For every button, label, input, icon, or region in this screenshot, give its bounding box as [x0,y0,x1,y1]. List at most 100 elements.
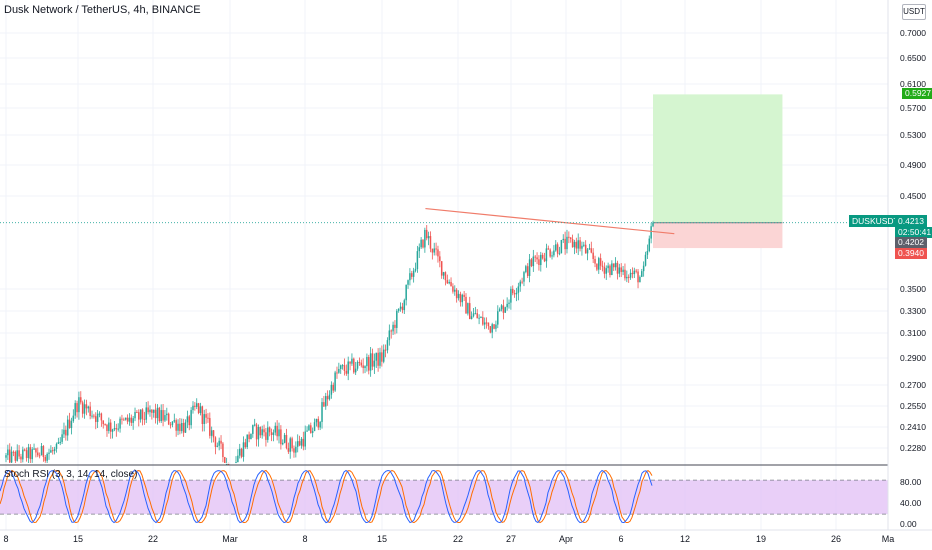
candle-body [207,417,209,419]
candle-body [113,428,116,430]
candle-body [302,438,305,447]
candle-body [63,429,65,435]
candle-body [407,280,409,285]
candle-body [70,421,73,429]
candle-body [214,437,217,447]
candle-body [160,410,162,422]
candle-body [534,256,536,258]
candle-body [59,441,61,443]
candle-body [175,420,177,431]
candle-body [442,272,445,276]
candle-body [216,445,219,447]
y-tick-label: 0.6100 [900,79,926,89]
candle-body [220,440,222,444]
osc-tick-label: 80.00 [900,477,922,487]
stop-zone [653,222,783,249]
candle-body [190,410,192,426]
candle-body [562,238,564,241]
candle-body [10,451,13,463]
candle-body [42,446,45,458]
candle-body [626,276,628,279]
candle-body [205,414,207,418]
candle-body [311,431,314,433]
stoch-d-line [0,469,653,524]
candle-body [536,257,538,260]
candle-body [592,252,594,259]
candle-body [547,248,550,250]
stoch-k-line [0,469,653,524]
candle-body [377,352,379,366]
candle-body [177,423,179,431]
candle-body [347,361,349,374]
x-tick-label: 22 [453,534,463,544]
candle-body [450,281,452,287]
candle-body [188,416,191,426]
x-tick-label: 12 [680,534,690,544]
candle-body [51,450,54,452]
candle-body [435,248,437,250]
candle-body [362,365,364,368]
candle-body [130,417,133,423]
candle-body [558,253,561,255]
osc-tick-label: 0.00 [900,519,917,529]
candle-body [197,403,200,413]
candle-body [66,419,69,436]
candle-body [644,254,647,266]
candle-body [491,324,493,333]
chart-title: Dusk Network / TetherUS, 4h, BINANCE [4,4,201,16]
candle-body [85,404,88,409]
candle-body [265,432,267,440]
candle-body [325,396,327,407]
candle-body [267,427,269,440]
symbol-name: DUSKUSDT [852,216,899,226]
candle-body [566,236,568,250]
candle-body [620,267,622,272]
candle-body [201,406,204,424]
candle-body [8,449,11,463]
candle-body [179,423,181,432]
candle-body [584,244,587,254]
candle-body [470,316,473,320]
candle-body [440,261,443,276]
candle-body [242,442,245,457]
candle-body [568,236,570,238]
candle-body [622,269,624,272]
candle-body [396,310,398,328]
candle-body [560,240,563,254]
candle-body [25,450,28,459]
candle-body [93,415,95,417]
candle-body [48,452,50,454]
candle-body [368,357,370,371]
candle-body [192,405,194,411]
candle-body [588,248,591,250]
candle-body [420,239,422,248]
candle-body [248,434,250,440]
target-zone [653,94,783,223]
candle-body [409,273,411,281]
candle-body [618,267,621,274]
candle-body [493,324,495,329]
candle-body [497,311,499,325]
candle-body [468,303,471,320]
candle-body [528,259,531,276]
candle-body [18,450,20,457]
candle-body [498,309,501,312]
candle-body [390,330,392,332]
candle-body [138,412,140,420]
candle-body [577,240,579,249]
x-tick-label: 27 [506,534,516,544]
candle-body [272,432,275,436]
candle-body [108,422,110,431]
candle-body [504,307,507,313]
candle-body [405,284,407,301]
candle-body [295,446,297,453]
candle-body [467,303,469,314]
candle-body [569,237,572,240]
candle-body [399,306,402,309]
candle-body [379,352,381,366]
candle-body [384,349,387,351]
candle-body [364,366,366,368]
currency-unit-button[interactable]: USDT [902,4,926,20]
x-tick-label: 8 [3,534,8,544]
